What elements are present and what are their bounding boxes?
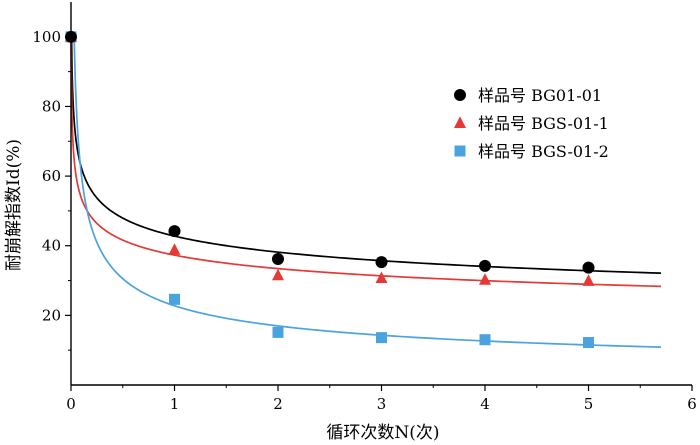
data-point (272, 268, 284, 281)
y-axis-title-text: 耐崩解指数Id(%) (4, 139, 24, 271)
y-axis-title: 耐崩解指数Id(%) (4, 139, 24, 271)
fit-curve (70, 36, 661, 348)
data-points (65, 30, 595, 349)
x-tick-label: 2 (273, 395, 283, 413)
legend-marker (454, 89, 466, 101)
data-point (479, 259, 491, 272)
y-tick-label: 40 (42, 237, 61, 255)
data-point (583, 337, 594, 349)
data-point (582, 261, 595, 274)
x-tick-label: 6 (687, 395, 697, 413)
fit-curve (70, 36, 661, 288)
data-point (169, 293, 180, 305)
fit-curve (70, 36, 661, 275)
x-tick-label: 1 (170, 395, 180, 413)
y-tick-label: 80 (42, 97, 61, 115)
data-point (582, 274, 595, 286)
data-point (375, 256, 388, 269)
legend-entry-label: 样品号 BGS-01-2 (478, 142, 609, 161)
x-tick-label: 4 (480, 395, 490, 413)
x-tick-label: 3 (377, 395, 387, 413)
y-tick-label: 100 (32, 28, 61, 46)
x-axis-title-text: 循环次数N(次) (326, 423, 439, 443)
y-tick-label: 60 (42, 167, 61, 185)
x-tick-label: 5 (584, 395, 594, 413)
fit-curves (70, 36, 661, 348)
x-tick-label: 0 (66, 395, 76, 413)
legend-marker (454, 116, 466, 128)
axes (70, 2, 692, 386)
data-point (272, 326, 284, 338)
legend-entry-label: 样品号 BGS-01-1 (478, 114, 609, 133)
data-point (272, 252, 284, 265)
x-ticks: 0 1 2 3 4 5 6 (66, 385, 697, 413)
data-point (479, 334, 491, 346)
data-point (375, 271, 388, 284)
x-axis-title: 循环次数N(次) (326, 423, 439, 443)
data-point (168, 225, 181, 238)
data-point (168, 243, 181, 255)
legend: 样品号 BG01-01 样品号 BGS-01-1 样品号 BGS-01-2 (454, 86, 609, 161)
data-point (376, 332, 387, 344)
legend-entry-label: 样品号 BG01-01 (478, 86, 602, 105)
y-ticks: 20 40 60 80 100 (32, 28, 71, 351)
legend-marker (454, 145, 466, 157)
y-tick-label: 20 (42, 306, 61, 324)
data-point (479, 273, 491, 285)
